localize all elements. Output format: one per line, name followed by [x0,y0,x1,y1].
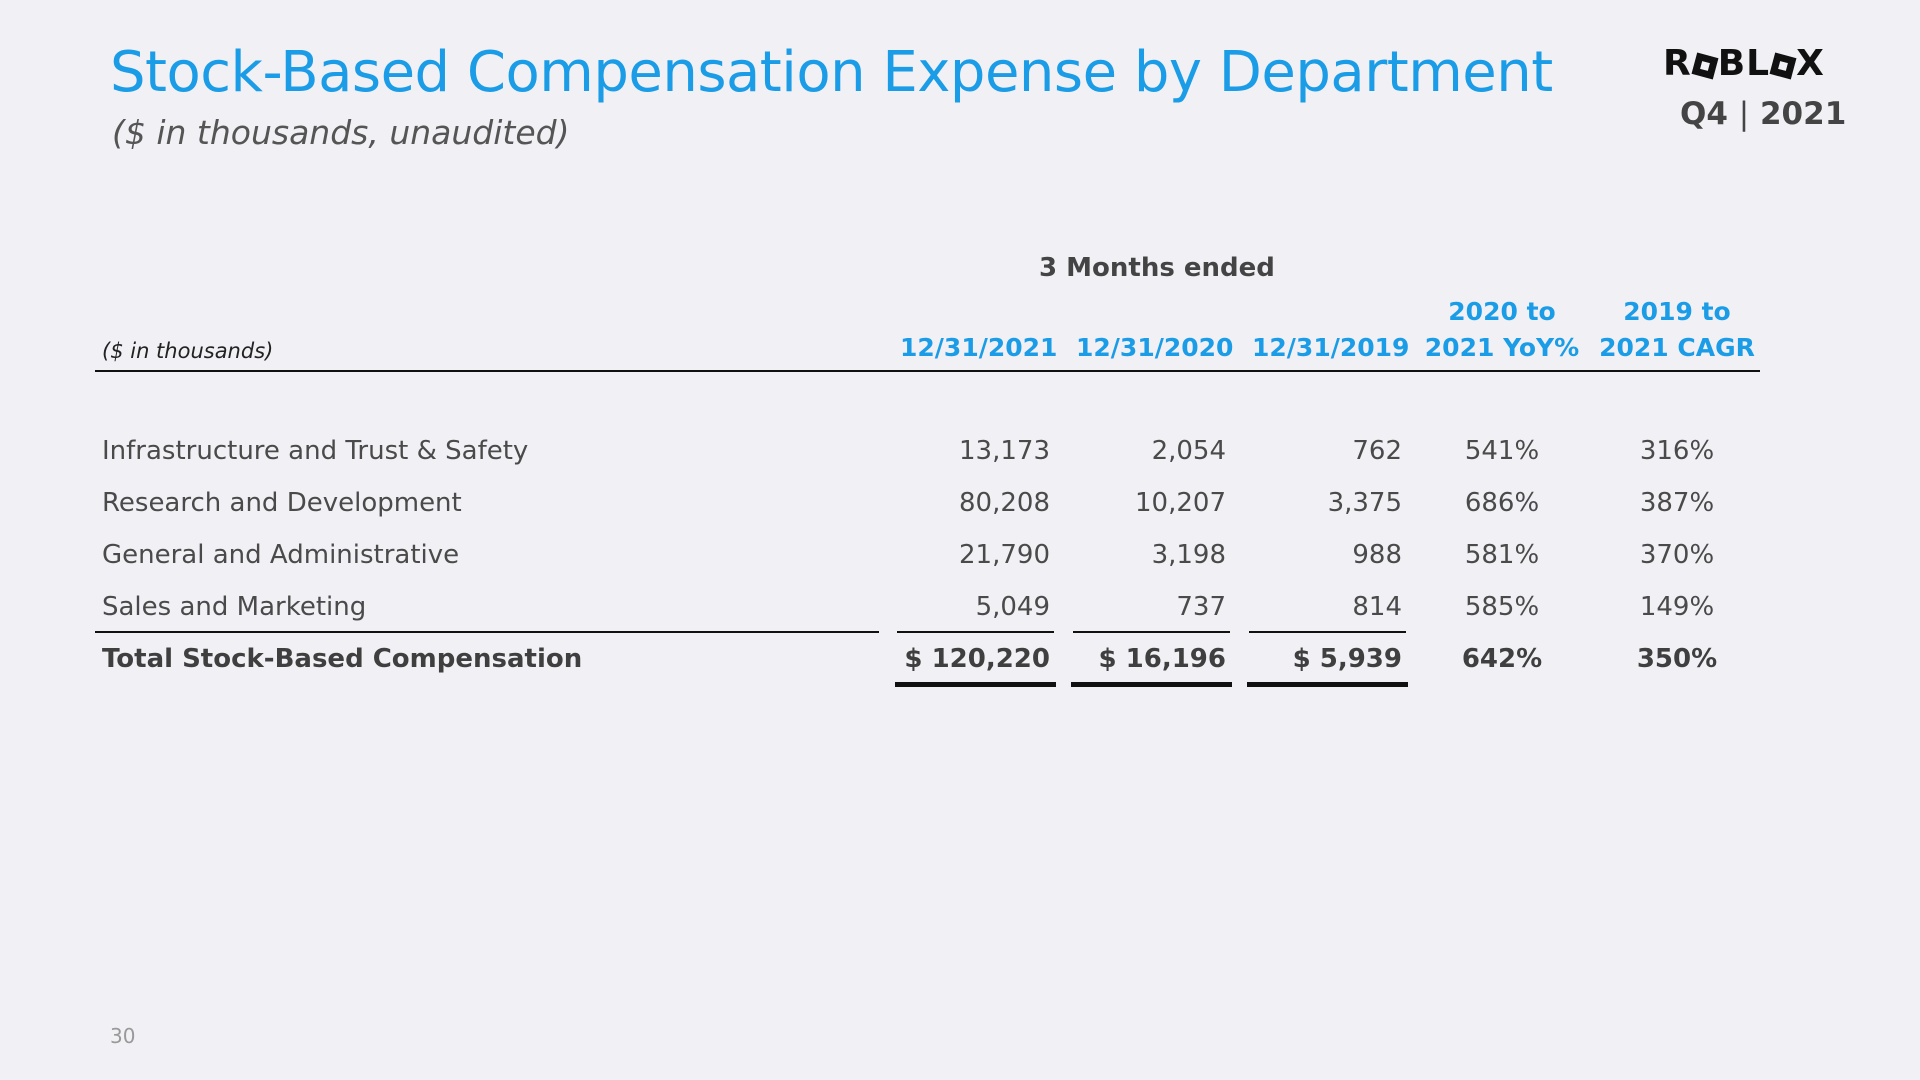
row-label: Research and Development [102,488,462,518]
subtotal-rule [1073,631,1230,633]
column-header-2019: 12/31/2019 [1252,330,1410,366]
column-header-line2: 12/31/2020 [1076,333,1234,362]
quarter-text: Q4 [1680,96,1728,132]
row-label: Sales and Marketing [102,592,367,622]
year-text: 2021 [1759,96,1847,132]
cell-value: 686% [1464,488,1540,518]
cell-value: 762 [1352,436,1402,466]
logo-o-icon [1691,52,1719,80]
roblox-logo: R BL X [1663,43,1825,84]
units-label: ($ in thousands) [102,339,274,363]
cell-value: 3,198 [1151,540,1226,570]
cell-value: 370% [1639,540,1715,570]
column-header-line2: 12/31/2019 [1252,333,1410,362]
logo-o-icon [1769,52,1797,80]
column-header-line1: 2020 to [1448,297,1556,326]
total-rule [1071,682,1232,687]
total-value: $ 16,196 [1098,644,1226,674]
page-number: 30 [110,1024,136,1048]
column-header-2020: 12/31/2020 [1076,330,1234,366]
page-subtitle: ($ in thousands, unaudited) [112,113,570,152]
total-value: $ 5,939 [1292,644,1402,674]
column-header-yoy: 2020 to 2021 YoY% [1418,294,1586,366]
quarter-separator: | [1738,96,1750,132]
cell-value: 585% [1464,592,1540,622]
total-row-label: Total Stock-Based Compensation [102,644,583,674]
header-rule [95,370,1760,372]
row-label: Infrastructure and Trust & Safety [102,436,529,466]
subtotal-rule [95,631,879,633]
subtotal-rule [1249,631,1406,633]
cell-value: 814 [1352,592,1402,622]
column-header-line2: 2021 YoY% [1424,333,1580,362]
total-value: $ 120,220 [904,644,1050,674]
column-header-line1: 2019 to [1623,297,1731,326]
total-value: 350% [1636,644,1718,674]
quarter-label: Q4 | 2021 [1680,96,1846,132]
cell-value: 316% [1639,436,1715,466]
cell-value: 3,375 [1327,488,1402,518]
total-rule [1247,682,1408,687]
cell-value: 541% [1464,436,1540,466]
column-header-line2: 2021 CAGR [1599,333,1755,362]
cell-value: 13,173 [959,436,1050,466]
cell-value: 581% [1464,540,1540,570]
cell-value: 80,208 [959,488,1050,518]
column-header-2021: 12/31/2021 [900,330,1058,366]
column-header-cagr: 2019 to 2021 CAGR [1593,294,1761,366]
cell-value: 2,054 [1151,436,1226,466]
row-label: General and Administrative [102,540,460,570]
cell-value: 149% [1639,592,1715,622]
cell-value: 21,790 [959,540,1050,570]
group-header: 3 Months ended [1039,253,1275,283]
cell-value: 737 [1176,592,1226,622]
cell-value: 988 [1352,540,1402,570]
page-title: Stock-Based Compensation Expense by Depa… [110,40,1553,105]
subtotal-rule [897,631,1054,633]
column-header-line2: 12/31/2021 [900,333,1058,362]
cell-value: 10,207 [1135,488,1226,518]
total-rule [895,682,1056,687]
cell-value: 5,049 [975,592,1050,622]
total-value: 642% [1461,644,1543,674]
cell-value: 387% [1639,488,1715,518]
